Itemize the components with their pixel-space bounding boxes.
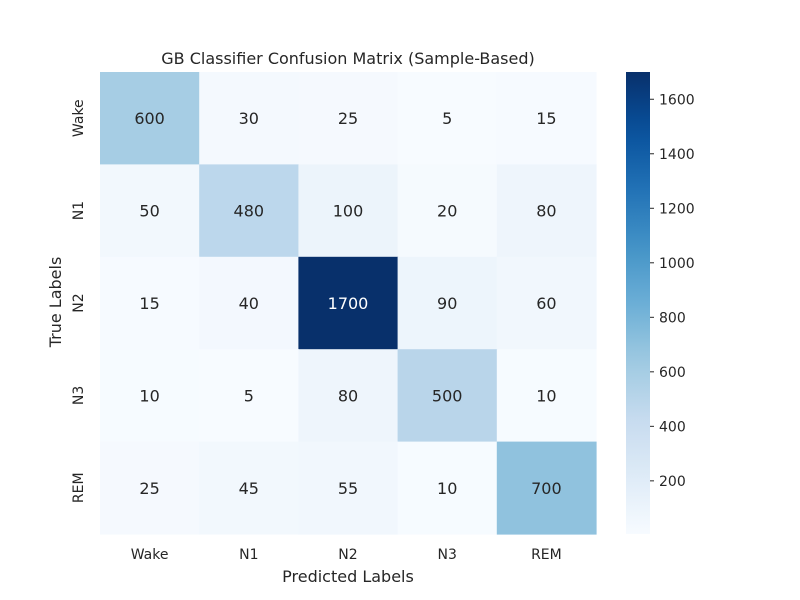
x-tick-label: REM	[531, 547, 562, 563]
heatmap-cell	[496, 441, 597, 535]
cell-value-label: 15	[536, 109, 556, 128]
cell-value-label: 600	[134, 109, 165, 128]
heatmap-cell	[397, 164, 498, 258]
y-tick-label: N2	[71, 293, 87, 312]
heatmap-cell	[199, 441, 299, 535]
colorbar-tick-label: 1400	[659, 147, 695, 163]
heatmap-cell	[100, 441, 200, 535]
y-tick-label: REM	[71, 472, 87, 503]
y-tick-label: Wake	[71, 99, 87, 137]
cell-value-label: 40	[239, 294, 259, 313]
cell-value-label: 10	[536, 386, 556, 405]
cell-value-label: 50	[139, 202, 159, 221]
x-tick-label: N1	[239, 547, 258, 563]
heatmap-cell	[100, 349, 200, 443]
cell-value-label: 5	[442, 109, 452, 128]
heatmap-cell	[496, 256, 597, 350]
y-axis-label: True Labels	[46, 257, 65, 349]
cell-value-label: 20	[437, 202, 457, 221]
heatmap-cell	[199, 256, 299, 350]
cell-value-label: 25	[338, 109, 358, 128]
cell-value-label: 10	[437, 479, 457, 498]
heatmap-cell	[298, 72, 399, 165]
heatmap-cell	[397, 256, 498, 350]
heatmap-cells	[100, 72, 597, 535]
colorbar-ticks: 200 400 600 800 1000 1200 1400 1600	[650, 92, 695, 490]
heatmap-cell	[100, 72, 200, 165]
colorbar-tick-label: 600	[659, 365, 686, 381]
x-tick-labels: Wake N1 N2 N3 REM	[131, 547, 562, 563]
colorbar-tick-label: 400	[659, 419, 686, 435]
heatmap-cell	[199, 72, 299, 165]
y-tick-labels: Wake N1 N2 N3 REM	[71, 99, 87, 503]
heatmap-cell	[298, 256, 399, 350]
cell-value-label: 1700	[328, 294, 369, 313]
cell-value-label: 480	[234, 202, 265, 221]
heatmap-cell	[199, 164, 299, 258]
x-tick-label: N2	[338, 547, 357, 563]
cell-value-label: 100	[333, 202, 364, 221]
heatmap-cell-labels: 600 30 25 5 15 50 480 100 20 80 15 40 1700 90 60 10 5 80 5…	[134, 109, 561, 498]
cell-value-label: 15	[139, 294, 159, 313]
x-tick-label: Wake	[131, 547, 169, 563]
cell-value-label: 90	[437, 294, 457, 313]
cell-value-label: 45	[239, 479, 259, 498]
heatmap-cell	[298, 441, 399, 535]
colorbar	[626, 72, 650, 534]
heatmap-cell	[100, 256, 200, 350]
cell-value-label: 30	[239, 109, 259, 128]
y-tick-label: N1	[71, 201, 87, 220]
cell-value-label: 700	[531, 479, 562, 498]
cell-value-label: 5	[244, 386, 254, 405]
heatmap-cell	[496, 72, 597, 165]
cell-value-label: 10	[139, 386, 159, 405]
heatmap-cell	[298, 164, 399, 258]
x-axis-label: Predicted Labels	[282, 567, 414, 586]
cell-value-label: 80	[338, 386, 358, 405]
chart-title: GB Classifier Confusion Matrix (Sample-B…	[161, 49, 535, 68]
cell-value-label: 25	[139, 479, 159, 498]
heatmap-cell	[496, 349, 597, 443]
cell-value-label: 60	[536, 294, 556, 313]
cell-value-label: 500	[432, 386, 463, 405]
cell-value-label: 80	[536, 202, 556, 221]
heatmap-cell	[100, 164, 200, 258]
x-tick-label: N3	[438, 547, 457, 563]
heatmap-cell	[397, 349, 498, 443]
colorbar-tick-label: 800	[659, 310, 686, 326]
heatmap-cell	[397, 72, 498, 165]
colorbar-tick-label: 1000	[659, 256, 695, 272]
y-tick-label: N3	[71, 386, 87, 405]
heatmap-cell	[199, 349, 299, 443]
colorbar-tick-label: 1200	[659, 201, 695, 217]
heatmap-cell	[397, 441, 498, 535]
heatmap-cell	[496, 164, 597, 258]
colorbar-tick-label: 200	[659, 474, 686, 490]
colorbar-tick-label: 1600	[659, 92, 695, 108]
heatmap-cell	[298, 349, 399, 443]
cell-value-label: 55	[338, 479, 358, 498]
